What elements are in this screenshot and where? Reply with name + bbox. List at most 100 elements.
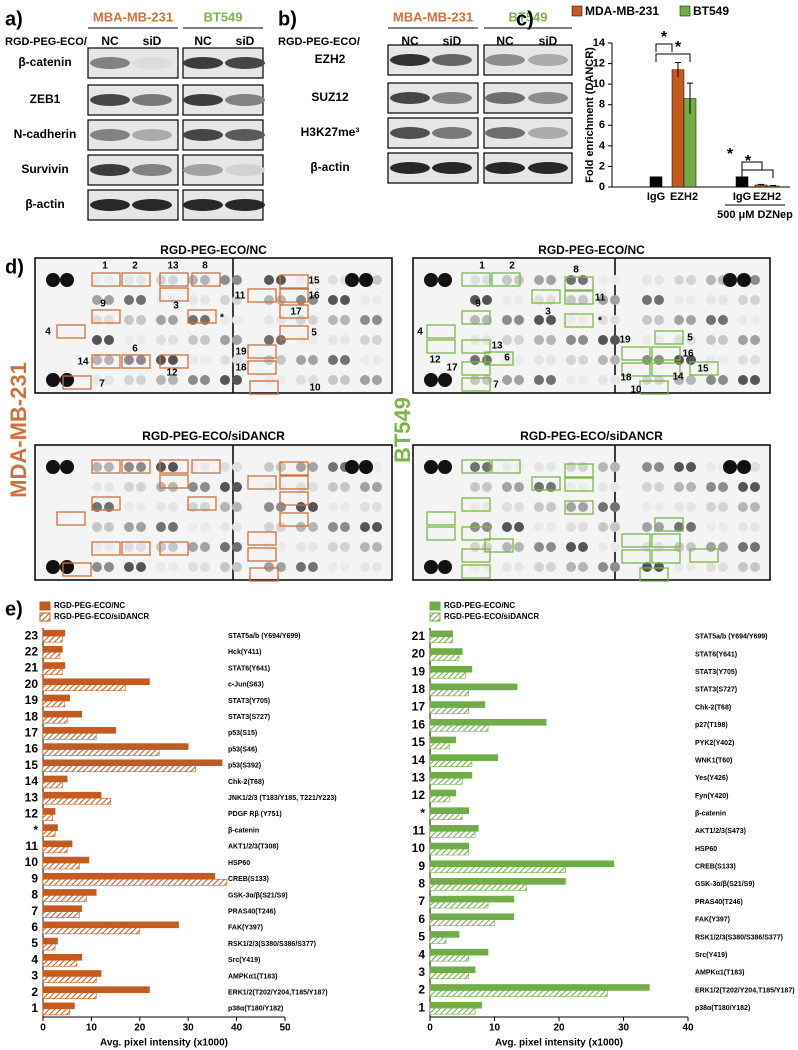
bar	[42, 878, 228, 886]
row-number: *	[420, 806, 425, 820]
spot	[738, 542, 748, 552]
spot	[168, 562, 178, 572]
row-number: *	[33, 823, 38, 837]
spot	[514, 335, 524, 345]
spot	[470, 462, 480, 472]
bar	[429, 919, 495, 927]
bar	[42, 635, 63, 643]
spot	[188, 562, 198, 572]
legend-swatch	[39, 601, 51, 611]
reference-spot	[345, 273, 359, 287]
spot	[534, 335, 544, 345]
spot-label: 9	[100, 299, 106, 310]
row-name: FAK(Y397)	[228, 925, 263, 932]
spot	[296, 295, 306, 305]
spot	[220, 542, 230, 552]
row-number: 4	[418, 947, 425, 961]
band	[390, 92, 430, 104]
spot-box	[159, 474, 189, 489]
spot	[308, 522, 318, 532]
spot	[566, 562, 576, 572]
spot	[578, 355, 588, 365]
x-tick-label: 30	[618, 1023, 630, 1034]
spot	[514, 315, 524, 325]
row-number: 3	[31, 969, 38, 983]
y-tick-label: 2	[599, 160, 605, 172]
reference-spot	[359, 460, 373, 474]
row-name: AMPKα1(T183)	[695, 970, 744, 977]
spot	[296, 542, 306, 552]
reference-spot	[60, 273, 74, 287]
spot	[308, 482, 318, 492]
x-axis-label: Avg. pixel intensity (x1000)	[495, 1038, 623, 1049]
row-name: GSK-3α/β(S21/S9)	[695, 881, 755, 888]
spot	[706, 502, 716, 512]
bar	[429, 636, 453, 644]
row-name: PRAS40(T246)	[228, 908, 276, 915]
legend-label: RGD-PEG-ECO/NC	[54, 601, 125, 610]
spot-box	[426, 339, 456, 354]
spot-label: 17	[290, 307, 302, 318]
y-tick-label: 0	[599, 181, 605, 193]
row-number: 20	[25, 677, 39, 691]
band	[183, 199, 223, 211]
spot-box	[651, 362, 681, 377]
bar	[649, 176, 663, 188]
spot-box	[621, 533, 651, 548]
row-name: JNK1/2/3 (T183/Y185, T221/Y223)	[228, 795, 337, 802]
spot	[750, 375, 760, 385]
spot	[92, 295, 102, 305]
spot-label: 14	[672, 372, 684, 383]
bar	[429, 789, 457, 797]
bar	[429, 807, 470, 814]
reference-spot	[46, 560, 60, 574]
spot	[104, 462, 114, 472]
spot-box	[461, 272, 491, 287]
x-tick-label: IgG	[733, 191, 751, 203]
spot	[738, 295, 748, 305]
spot-box	[279, 325, 309, 340]
spot	[168, 462, 178, 472]
spot	[124, 482, 134, 492]
bar	[429, 630, 453, 638]
spot-box	[191, 272, 221, 287]
legend-label: RGD-PEG-ECO/siDANCR	[54, 612, 149, 621]
bar	[42, 889, 97, 896]
spot	[200, 462, 210, 472]
spot	[534, 502, 544, 512]
lane-label: siD	[143, 34, 162, 48]
spot	[296, 355, 306, 365]
bar	[42, 976, 97, 983]
spot	[372, 462, 382, 472]
x-tick-label: 40	[231, 1023, 243, 1034]
protein-label: β-actin	[310, 160, 349, 174]
spot-box	[461, 339, 491, 354]
spot	[156, 562, 166, 572]
legend-label: BT549	[693, 4, 729, 18]
spot	[200, 355, 210, 365]
spot	[642, 462, 652, 472]
bar	[42, 862, 80, 870]
bar	[429, 972, 470, 980]
spot	[610, 542, 620, 552]
spot-box	[621, 362, 651, 377]
protein-label: H3K27me³	[301, 125, 360, 139]
spot	[232, 335, 242, 345]
spot	[598, 275, 608, 285]
spot	[296, 502, 306, 512]
row-number: 2	[418, 983, 425, 997]
spot	[642, 275, 652, 285]
reference-spot	[46, 273, 60, 287]
spot	[92, 275, 102, 285]
spot	[276, 315, 286, 325]
spot-box	[187, 496, 217, 511]
row-number: 18	[412, 682, 426, 696]
spot	[546, 562, 556, 572]
row-name: p53(S15)	[228, 730, 257, 737]
spot-box	[159, 287, 189, 302]
array-title: RGD-PEG-ECO/NC	[160, 243, 267, 257]
spot	[296, 375, 306, 385]
array-title: RGD-PEG-ECO/NC	[538, 243, 645, 257]
spot-box	[651, 549, 681, 564]
spot-box	[689, 361, 719, 376]
